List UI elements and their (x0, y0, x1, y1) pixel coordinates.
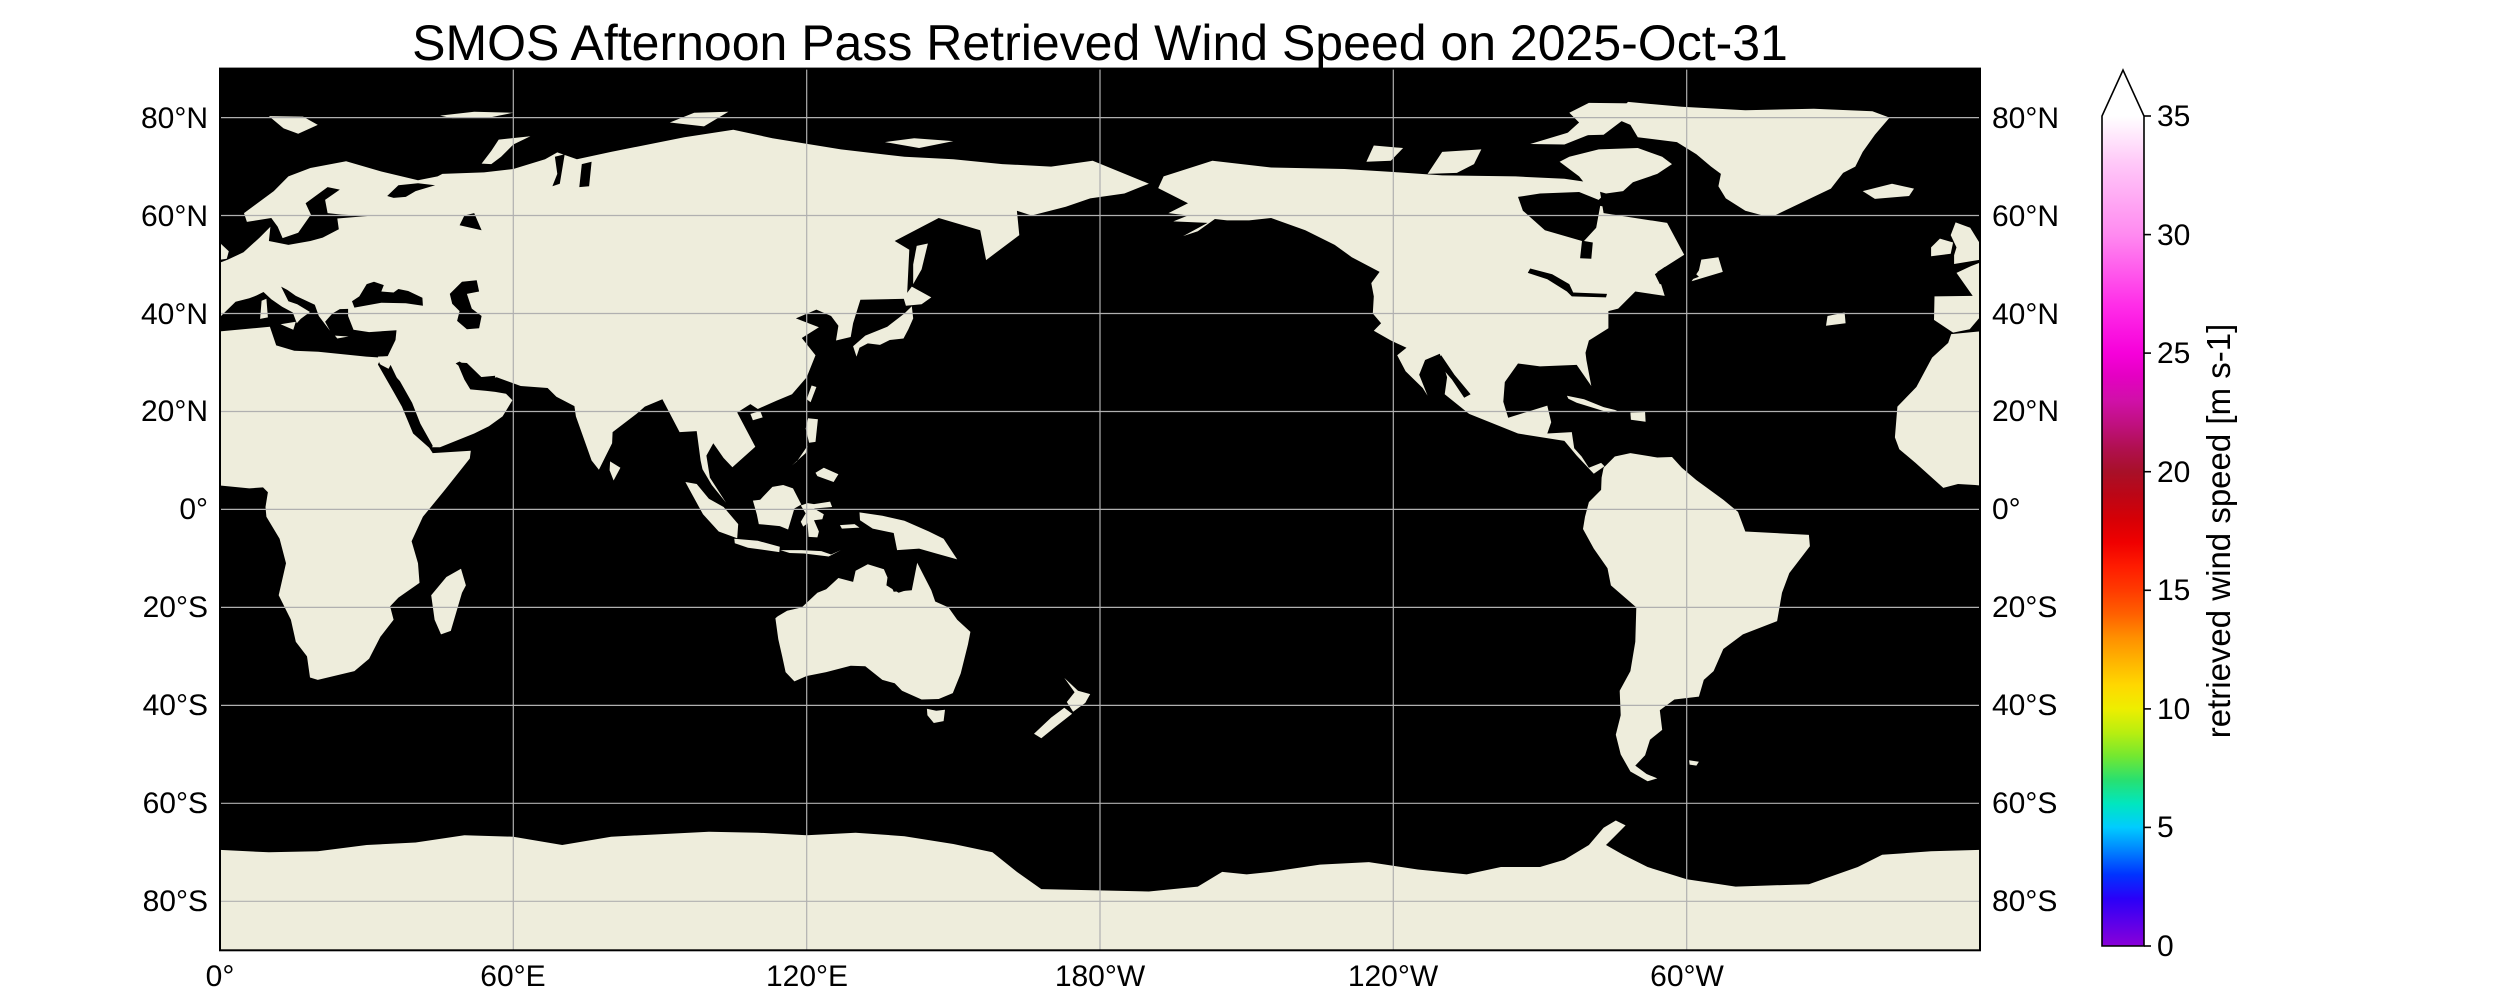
svg-text:0°: 0° (179, 493, 208, 526)
svg-text:35: 35 (2157, 100, 2190, 133)
svg-text:60°S: 60°S (1992, 787, 2057, 820)
svg-text:20°S: 20°S (143, 591, 208, 624)
svg-text:120°E: 120°E (766, 960, 848, 993)
svg-text:40°N: 40°N (141, 298, 208, 331)
svg-text:60°E: 60°E (480, 960, 545, 993)
svg-text:40°N: 40°N (1992, 298, 2059, 331)
svg-text:40°S: 40°S (143, 689, 208, 722)
svg-text:20: 20 (2157, 456, 2190, 489)
svg-text:15: 15 (2157, 574, 2190, 607)
svg-text:20°N: 20°N (141, 395, 208, 428)
svg-text:80°S: 80°S (143, 885, 208, 918)
svg-text:5: 5 (2157, 811, 2174, 844)
svg-text:0°: 0° (206, 960, 235, 993)
svg-text:180°W: 180°W (1055, 960, 1146, 993)
svg-text:20°S: 20°S (1992, 591, 2057, 624)
svg-text:60°W: 60°W (1650, 960, 1724, 993)
svg-text:0°: 0° (1992, 493, 2021, 526)
svg-text:30: 30 (2157, 219, 2190, 252)
svg-text:retrieved wind speed [m s-1]: retrieved wind speed [m s-1] (2200, 324, 2237, 739)
svg-text:80°N: 80°N (1992, 102, 2059, 135)
svg-text:0: 0 (2157, 930, 2174, 963)
svg-text:20°N: 20°N (1992, 395, 2059, 428)
svg-text:120°W: 120°W (1348, 960, 1439, 993)
svg-text:60°N: 60°N (141, 200, 208, 233)
svg-text:SMOS Afternoon Pass Retrieved: SMOS Afternoon Pass Retrieved Wind Speed… (412, 15, 1788, 71)
svg-text:25: 25 (2157, 337, 2190, 370)
svg-text:40°S: 40°S (1992, 689, 2057, 722)
svg-text:10: 10 (2157, 693, 2190, 726)
svg-text:60°N: 60°N (1992, 200, 2059, 233)
svg-text:80°N: 80°N (141, 102, 208, 135)
svg-text:80°S: 80°S (1992, 885, 2057, 918)
svg-text:60°S: 60°S (143, 787, 208, 820)
